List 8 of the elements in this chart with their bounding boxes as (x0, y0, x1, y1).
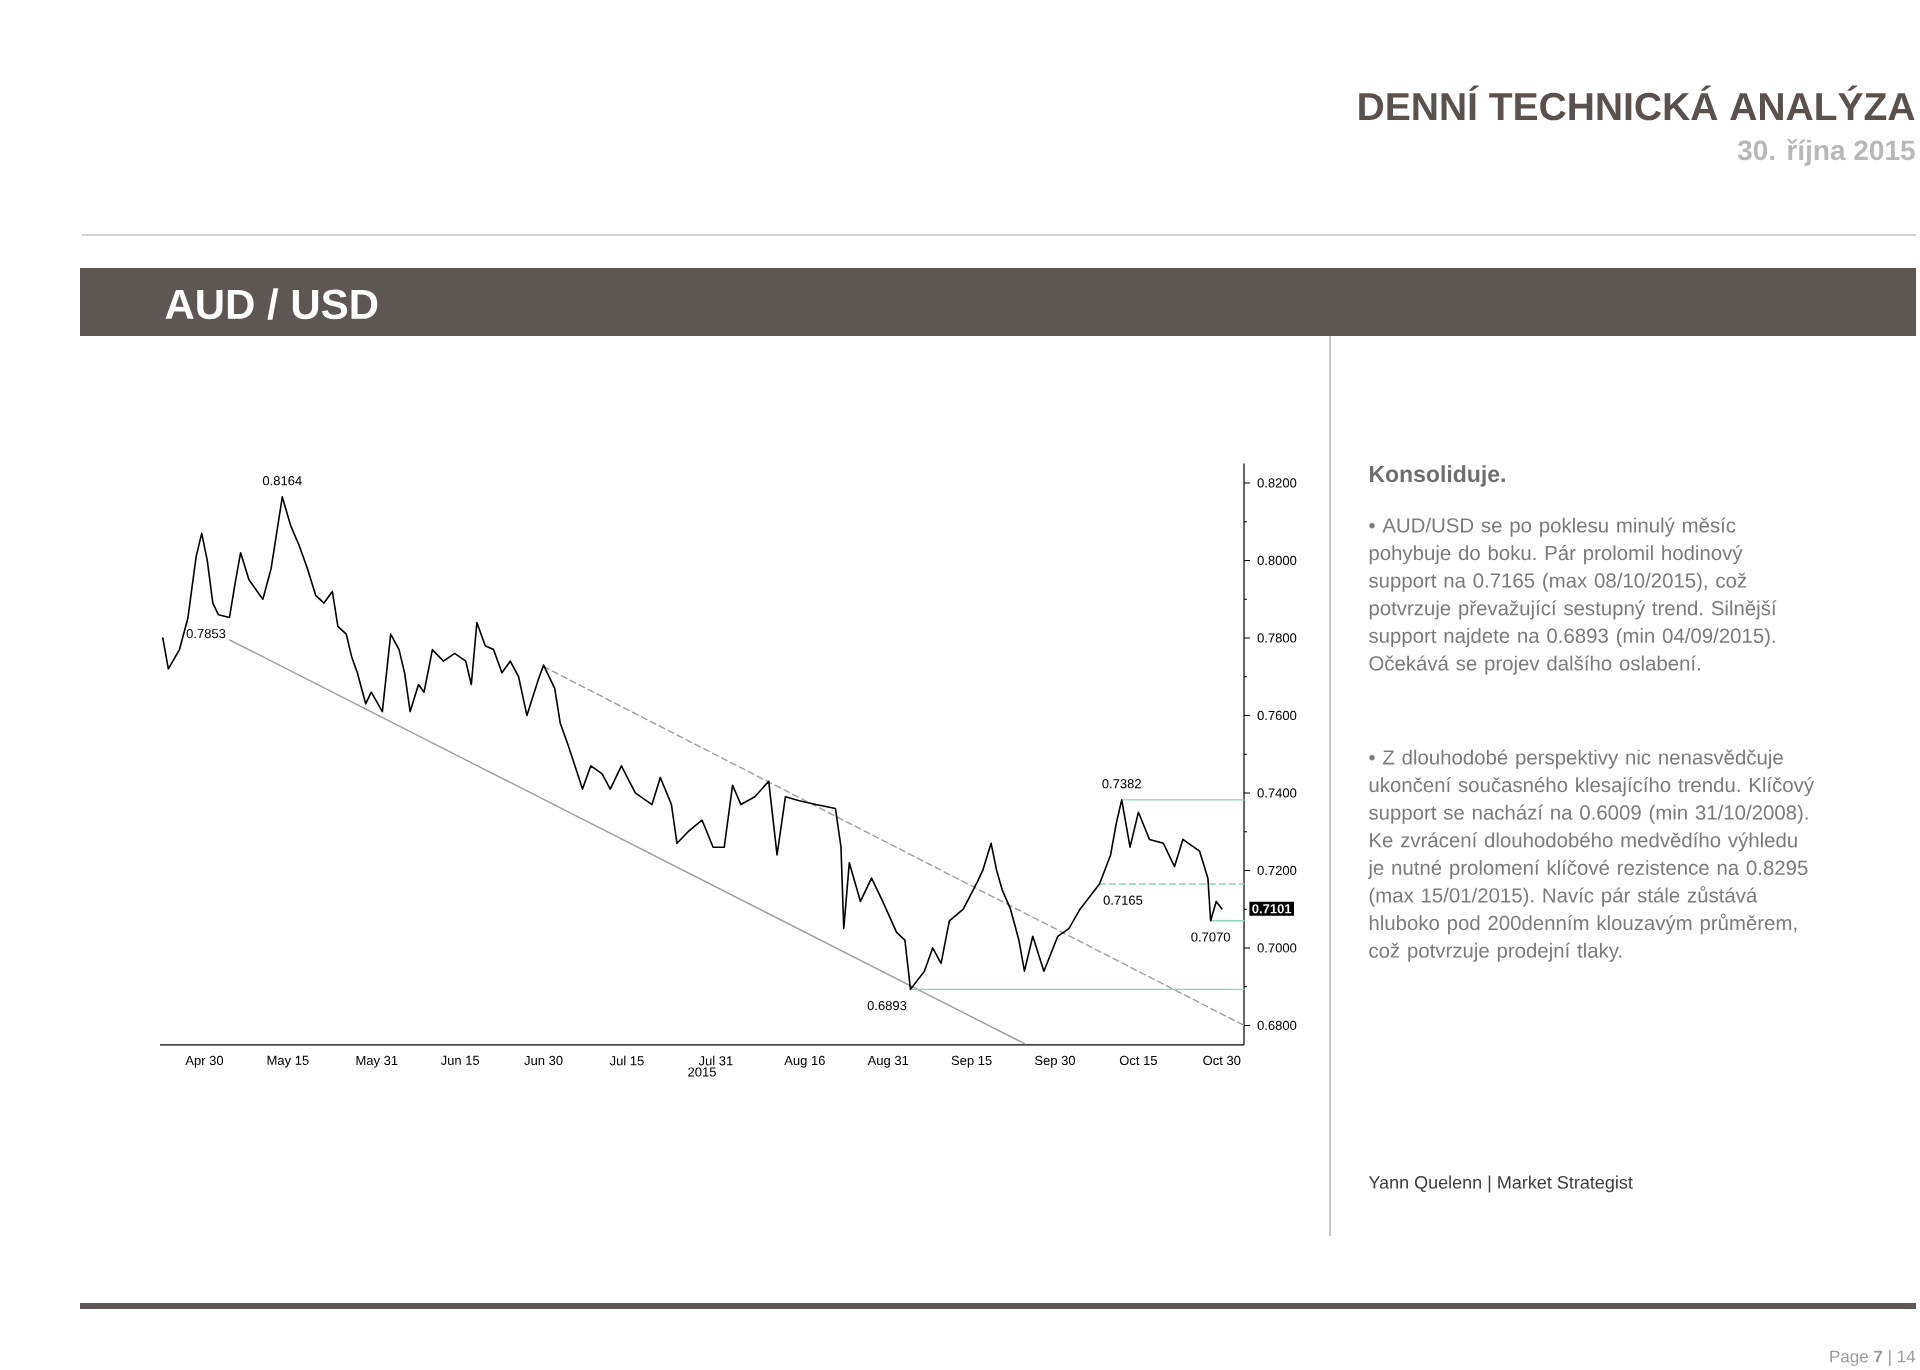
text: • Z dlouhodobé perspektivy nic nenasvědčuje ukončení současného klesajícího trendu. Klíčový support se nachází na 0.6009 (min 31/10/2008). Ke zvrácení dlouhodobého medvědího výhledu je nutné prolomení klíčové rezistence na 0.8295 (max 15/01/2015). Navíc pár stále zůstává hluboko pod 200denním klouzavým průměrem, což potvrzuje prodejní tlaky. (1367, 749, 1814, 962)
text: DENNÍ TECHNICKÁ ANALÝZA (1359, 85, 1915, 121)
text: • AUD/USD se po poklesu minulý měsíc pohybuje do boku. Pár prolomil hodinový support na 0.7165 (max 08/10/2015), což potvrzuje převažující sestupný trend. Silnější support najdete na 0.6893 (min 04/09/2015). Očekává se projev dalšího oslabení. (1368, 517, 1777, 675)
text: Page 7 | 14 (1830, 1350, 1916, 1366)
text: Yann Quelenn | Market Strategist (1368, 1175, 1633, 1193)
text: AUD / USD (165, 288, 378, 320)
text: 30. října 2015 (1737, 139, 1915, 166)
text: Konsoliduje. (1369, 465, 1505, 487)
